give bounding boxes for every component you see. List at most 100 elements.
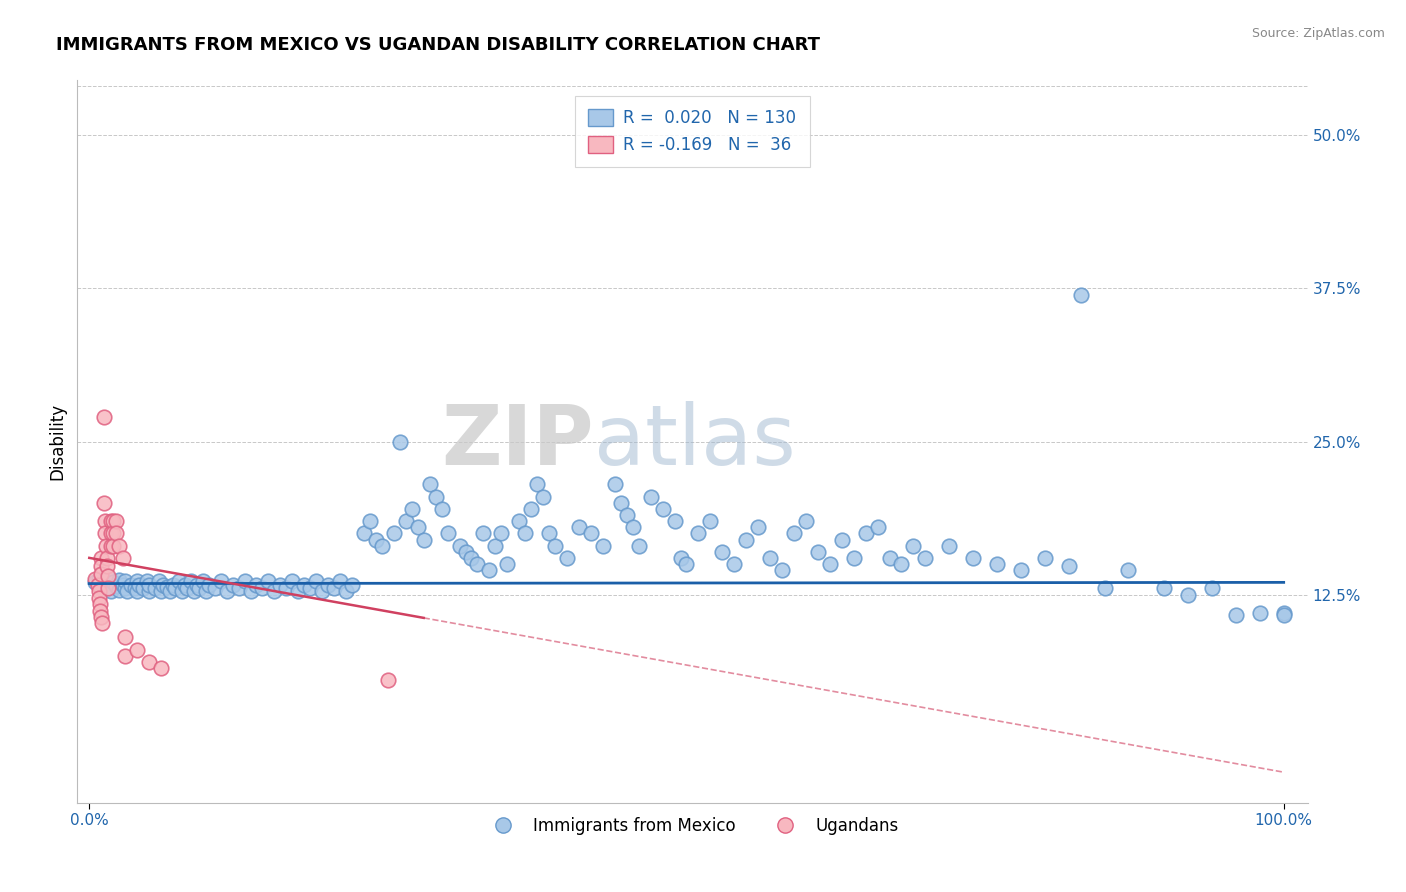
Point — [209, 574, 232, 589]
Point — [508, 514, 530, 528]
Point — [621, 520, 644, 534]
Point — [879, 550, 901, 565]
Text: IMMIGRANTS FROM MEXICO VS UGANDAN DISABILITY CORRELATION CHART: IMMIGRANTS FROM MEXICO VS UGANDAN DISABI… — [56, 36, 820, 54]
Point — [382, 526, 405, 541]
Point — [292, 578, 315, 592]
Point — [93, 496, 115, 510]
Point — [204, 582, 226, 596]
Point — [412, 533, 434, 547]
Point — [90, 582, 112, 596]
Point — [149, 661, 172, 675]
Point — [104, 579, 127, 593]
Point — [117, 583, 139, 598]
Point — [364, 533, 387, 547]
Point — [568, 520, 591, 534]
Point — [281, 574, 304, 589]
Point — [478, 563, 501, 577]
Point — [120, 578, 142, 592]
Point — [419, 477, 441, 491]
Point — [430, 502, 453, 516]
Point — [228, 582, 250, 596]
Point — [699, 514, 721, 528]
Point — [807, 545, 830, 559]
Point — [388, 434, 411, 449]
Point — [1153, 582, 1175, 596]
Point — [108, 582, 131, 597]
Point — [97, 569, 120, 583]
Point — [90, 559, 112, 574]
Point — [316, 578, 339, 592]
Point — [651, 502, 673, 516]
Point — [669, 550, 692, 565]
Point — [711, 545, 734, 559]
Point — [335, 583, 357, 598]
Point — [195, 583, 218, 598]
Point — [125, 583, 148, 598]
Point — [1070, 287, 1092, 301]
Point — [108, 573, 131, 587]
Point — [962, 550, 984, 565]
Point — [97, 582, 120, 596]
Point — [132, 582, 155, 596]
Point — [87, 591, 110, 606]
Point — [100, 583, 122, 598]
Point — [94, 526, 117, 541]
Point — [108, 539, 131, 553]
Point — [299, 582, 322, 596]
Point — [221, 578, 243, 592]
Point — [183, 583, 205, 598]
Point — [159, 583, 181, 598]
Point — [239, 583, 262, 598]
Point — [1010, 563, 1032, 577]
Point — [186, 578, 208, 592]
Point — [688, 526, 710, 541]
Point — [627, 539, 650, 553]
Point — [100, 526, 122, 541]
Point — [180, 574, 202, 589]
Point — [1225, 608, 1247, 623]
Point — [640, 490, 662, 504]
Point — [579, 526, 602, 541]
Point — [531, 490, 554, 504]
Point — [747, 520, 769, 534]
Point — [425, 490, 447, 504]
Point — [172, 583, 194, 598]
Point — [148, 574, 170, 589]
Point — [903, 539, 925, 553]
Point — [176, 582, 198, 596]
Point — [520, 502, 543, 516]
Point — [406, 520, 429, 534]
Point — [125, 642, 148, 657]
Point — [104, 526, 127, 541]
Point — [114, 631, 136, 645]
Point — [165, 582, 187, 596]
Point — [759, 550, 782, 565]
Point — [197, 578, 219, 592]
Point — [526, 477, 548, 491]
Point — [842, 550, 865, 565]
Point — [311, 583, 333, 598]
Point — [96, 559, 118, 574]
Point — [377, 673, 399, 688]
Point — [395, 514, 418, 528]
Text: Source: ZipAtlas.com: Source: ZipAtlas.com — [1251, 27, 1385, 40]
Point — [467, 557, 489, 571]
Point — [305, 574, 328, 589]
Point — [100, 539, 122, 553]
Point — [90, 550, 112, 565]
Point — [101, 514, 124, 528]
Point — [287, 583, 309, 598]
Point — [664, 514, 686, 528]
Point — [263, 583, 285, 598]
Point — [616, 508, 638, 522]
Point — [890, 557, 912, 571]
Point — [125, 574, 148, 589]
Point — [515, 526, 537, 541]
Point — [449, 539, 471, 553]
Point — [555, 550, 578, 565]
Point — [938, 539, 960, 553]
Point — [167, 574, 190, 589]
Point — [90, 566, 112, 581]
Point — [100, 514, 122, 528]
Point — [245, 578, 267, 592]
